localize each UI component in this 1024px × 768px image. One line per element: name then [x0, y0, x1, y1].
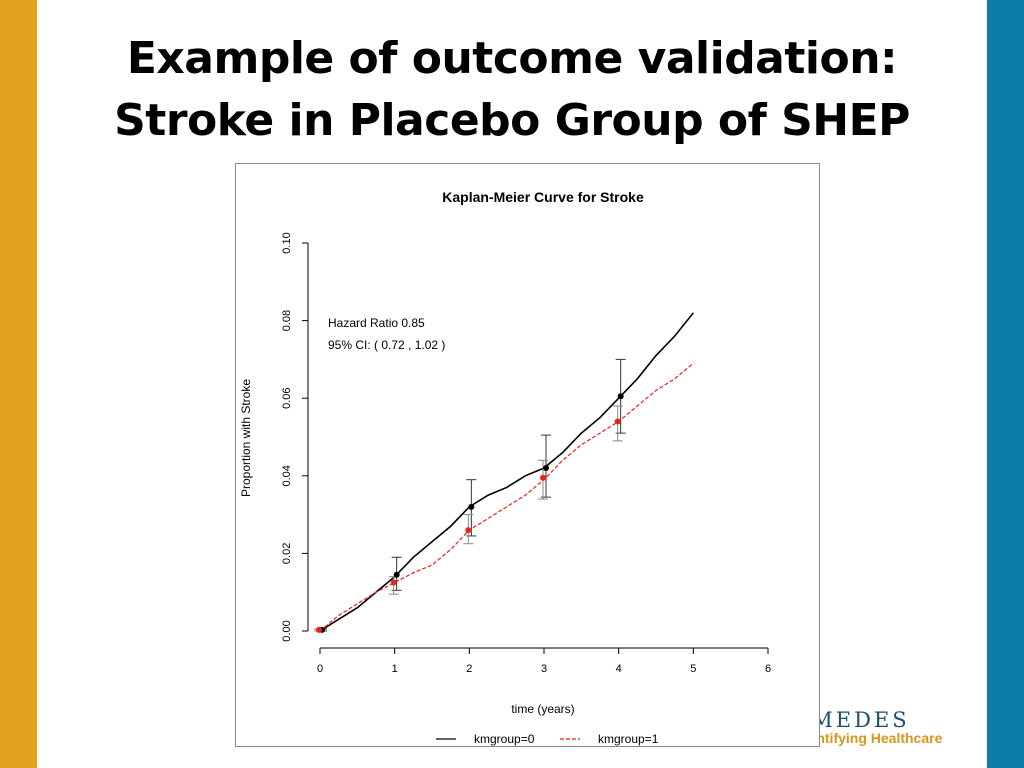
- left-accent-bar: [0, 0, 37, 768]
- x-tick-label: 0: [317, 663, 323, 675]
- logo-tagline: uantifying Healthcare: [800, 730, 943, 746]
- legend-label-group0: kmgroup=0: [474, 732, 535, 746]
- slide-title: Example of outcome validation: Stroke in…: [60, 28, 964, 152]
- y-axis-label: Proportion with Stroke: [239, 379, 253, 497]
- y-tick-label: 0.08: [281, 310, 293, 331]
- hazard-ratio-annotation: Hazard Ratio 0.85: [328, 316, 425, 330]
- x-tick-label: 4: [616, 663, 622, 675]
- x-tick-label: 2: [466, 663, 472, 675]
- km-chart: Kaplan-Meier Curve for Stroke time (year…: [239, 189, 771, 746]
- data-point-kmgroup=1: [465, 527, 472, 534]
- series-line-kmgroup=1: [319, 362, 694, 632]
- y-tick-label: 0.10: [281, 232, 293, 253]
- data-point-kmgroup=1: [540, 474, 546, 481]
- slide-title-line2: Stroke in Placebo Group of SHEP: [114, 95, 910, 146]
- x-axis-label: time (years): [511, 702, 574, 716]
- data-point-kmgroup=0: [468, 503, 475, 510]
- legend-label-group1: kmgroup=1: [598, 732, 659, 746]
- y-tick-label: 0.02: [281, 543, 293, 564]
- slide-title-line1: Example of outcome validation:: [126, 33, 898, 84]
- y-tick-label: 0.04: [281, 465, 293, 486]
- data-point-kmgroup=1: [316, 626, 322, 633]
- data-point-kmgroup=0: [543, 465, 549, 472]
- right-accent-bar: [987, 0, 1024, 768]
- y-tick-label: 0.06: [281, 387, 293, 408]
- x-tick-label: 3: [541, 663, 547, 675]
- chart-title: Kaplan-Meier Curve for Stroke: [442, 189, 644, 205]
- logo-name: IMEDES: [800, 708, 910, 732]
- data-point-kmgroup=0: [393, 571, 400, 578]
- y-tick-label: 0.00: [281, 620, 293, 641]
- x-tick-label: 6: [765, 663, 771, 675]
- company-logo: IMEDES uantifying Healthcare: [800, 708, 980, 746]
- chart-frame: Kaplan-Meier Curve for Stroke time (year…: [235, 163, 820, 747]
- data-point-kmgroup=1: [614, 418, 621, 425]
- ci-annotation: 95% CI: ( 0.72 , 1.02 ): [328, 338, 445, 352]
- x-tick-label: 5: [690, 663, 696, 675]
- x-tick-label: 1: [392, 663, 398, 675]
- data-point-kmgroup=1: [390, 579, 397, 586]
- plot-layer: 0 1 2 3 4 5 6 0.00 0.02 0.04 0.06 0.08 0.10: [281, 232, 771, 740]
- series-line-kmgroup=0: [319, 312, 694, 632]
- data-point-kmgroup=0: [617, 393, 624, 400]
